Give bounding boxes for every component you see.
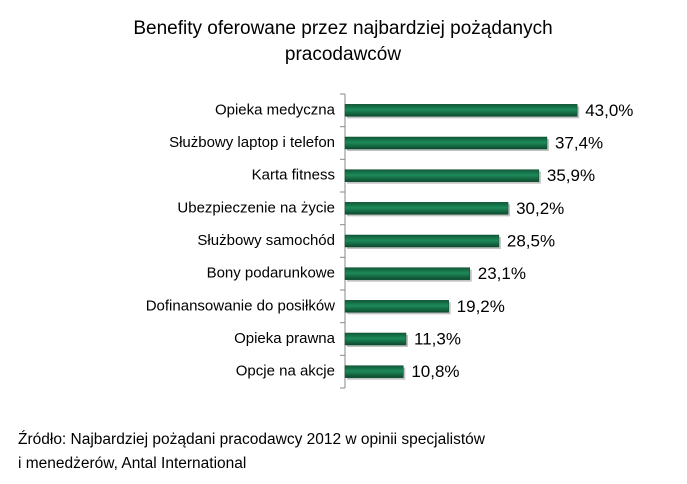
value-label: 10,8% [411, 362, 459, 381]
bar [344, 169, 540, 182]
source: Źródło: Najbardziej pożądani pracodawcy … [18, 431, 486, 448]
bar [344, 365, 404, 378]
category-label: Karta fitness [252, 167, 335, 184]
value-label: 23,1% [478, 264, 526, 283]
category-label: Opcje na akcje [236, 363, 335, 380]
category-label: Opieka medyczna [215, 101, 336, 118]
source: i menedżerów, Antal International [18, 455, 246, 472]
bar [344, 234, 500, 248]
category-label: Służbowy samochód [197, 232, 335, 249]
chart-title: pracodawców [285, 44, 401, 65]
value-label: 43,0% [585, 101, 633, 120]
value-label: 19,2% [457, 297, 505, 316]
category-label: Bony podarunkowe [207, 265, 335, 282]
value-label: 35,9% [547, 166, 595, 185]
category-label: Opieka prawna [234, 330, 336, 347]
value-label: 37,4% [555, 133, 603, 152]
category-label: Dofinansowanie do posiłków [146, 297, 335, 314]
bar [344, 136, 548, 150]
value-label: 11,3% [414, 329, 461, 348]
bar [344, 202, 509, 215]
category-label: Służbowy laptop i telefon [169, 134, 335, 151]
chart-title: Benefity oferowane przez najbardziej poż… [133, 18, 552, 39]
bar [344, 300, 449, 313]
bar [344, 332, 407, 346]
category-label: Ubezpieczenie na życie [177, 199, 335, 216]
bar [344, 267, 470, 280]
bar [344, 104, 578, 117]
value-label: 28,5% [507, 231, 555, 250]
value-label: 30,2% [516, 199, 564, 218]
